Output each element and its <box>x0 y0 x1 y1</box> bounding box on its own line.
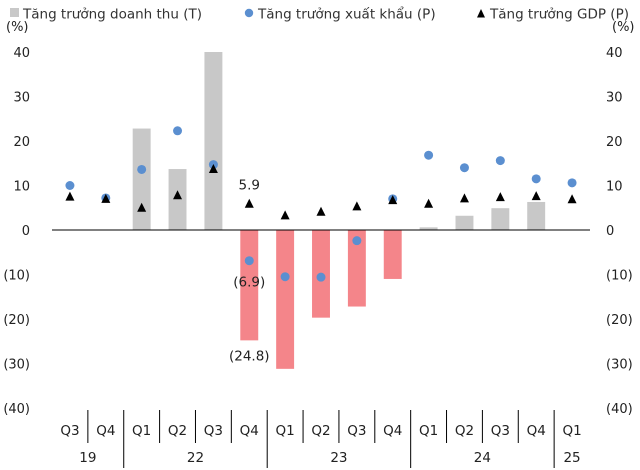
y-tick-left: 40 <box>13 46 30 61</box>
gdp-point <box>316 206 326 216</box>
export-point <box>424 150 434 160</box>
y-tick-left: (40) <box>3 402 30 417</box>
y-tick-left: (20) <box>3 313 30 328</box>
quarter-label: Q3 <box>347 423 366 439</box>
export-point <box>65 181 75 190</box>
y-tick-left: (10) <box>3 269 30 284</box>
export-point <box>137 164 147 174</box>
revenue-bar <box>347 230 366 307</box>
y-tick-right: 0 <box>606 224 614 239</box>
gdp-point <box>388 195 398 205</box>
y-tick-right: 40 <box>606 46 623 61</box>
gdp-point <box>280 210 290 220</box>
x-axis: Q3 Q4 Q1 Q2 Q3 Q4 Q1 Q2 Q3 Q4 Q1 Q2 Q3 Q4 Q1 19 22 23 24 25 <box>60 410 582 468</box>
export-point <box>459 163 469 173</box>
quarter-label: Q4 <box>527 423 546 439</box>
y-tick-left: 10 <box>13 180 30 195</box>
gdp-point <box>173 190 183 200</box>
revenue-bar <box>276 230 295 369</box>
legend-label: Tăng trưởng xuất khẩu (P) <box>257 6 436 23</box>
legend-swatch-revenue <box>10 8 19 17</box>
y-tick-left: 0 <box>22 224 30 239</box>
y-tick-right: 30 <box>606 91 623 106</box>
gdp-point <box>352 201 362 211</box>
legend-swatch-export <box>244 8 254 18</box>
gdp-point <box>101 193 111 203</box>
quarter-label: Q3 <box>60 423 79 439</box>
year-label: 19 <box>79 450 96 466</box>
gdp-point <box>208 164 218 174</box>
gdp-point <box>137 202 147 212</box>
y-tick-right: (10) <box>606 269 633 284</box>
y-tick-left: 20 <box>13 135 30 150</box>
quarter-label: Q1 <box>562 423 581 439</box>
legend-label: Tăng trưởng GDP (P) <box>489 7 629 23</box>
y-tick-right: (20) <box>606 313 633 328</box>
gdp-point <box>424 198 434 208</box>
gdp-point <box>244 198 254 208</box>
revenue-bar <box>132 128 151 230</box>
gdp-point <box>567 194 577 204</box>
revenue-bar <box>168 169 187 230</box>
y-tick-left: (30) <box>3 358 30 373</box>
year-label: 23 <box>330 450 347 466</box>
y-tick-left: 30 <box>13 91 30 106</box>
export-point <box>531 174 541 184</box>
gdp-point <box>495 192 505 202</box>
legend-label: Tăng trưởng doanh thu (T) <box>22 7 202 23</box>
revenue-bar <box>383 230 402 279</box>
quarter-label: Q1 <box>132 423 151 439</box>
quarter-label: Q3 <box>491 423 510 439</box>
revenue-bar <box>491 208 510 230</box>
revenue-bar <box>527 201 546 230</box>
export-point <box>316 272 326 282</box>
quarter-label: Q2 <box>455 423 474 439</box>
gdp-point <box>531 191 541 201</box>
legend-swatch-gdp <box>477 9 485 18</box>
quarter-label: Q4 <box>240 423 259 439</box>
y-axes: (%) (%) 40 40 30 30 20 20 10 10 0 0 (10) (10) (20) (20)… <box>3 20 634 417</box>
export-point <box>352 236 362 246</box>
legend: Tăng trưởng doanh thu (T) Tăng trưởng xuấ… <box>10 6 629 23</box>
quarter-label: Q4 <box>96 423 115 439</box>
export-point <box>280 272 290 282</box>
quarter-label: Q4 <box>383 423 402 439</box>
y-tick-right: 20 <box>606 135 623 150</box>
y-tick-right: (30) <box>606 358 633 373</box>
gdp-point <box>459 193 469 203</box>
export-point <box>244 256 254 266</box>
annotations: 5.9 (6.9) (24.8) <box>229 178 270 365</box>
year-label: 25 <box>563 450 580 466</box>
year-label: 22 <box>187 450 204 466</box>
gdp-points <box>65 164 577 220</box>
revenue-bar <box>204 52 223 230</box>
quarter-label: Q1 <box>419 423 438 439</box>
export-point <box>495 156 505 166</box>
quarter-label: Q2 <box>311 423 330 439</box>
revenue-bar <box>419 227 438 230</box>
year-label: 24 <box>474 450 491 466</box>
quarter-label: Q2 <box>168 423 187 439</box>
y-unit-right: (%) <box>612 20 635 35</box>
annotation-export: (6.9) <box>233 275 265 291</box>
export-point <box>173 126 183 136</box>
gdp-point <box>65 191 75 201</box>
revenue-bar <box>455 215 474 230</box>
export-point <box>567 178 577 188</box>
y-tick-right: (40) <box>606 402 633 417</box>
quarter-label: Q1 <box>276 423 295 439</box>
annotation-revenue: (24.8) <box>229 348 270 364</box>
revenue-bars <box>132 52 546 369</box>
quarter-label: Q3 <box>204 423 223 439</box>
y-tick-right: 10 <box>606 180 623 195</box>
revenue-bar <box>240 230 259 341</box>
y-unit-left: (%) <box>6 20 29 35</box>
annotation-gdp: 5.9 <box>239 178 260 194</box>
